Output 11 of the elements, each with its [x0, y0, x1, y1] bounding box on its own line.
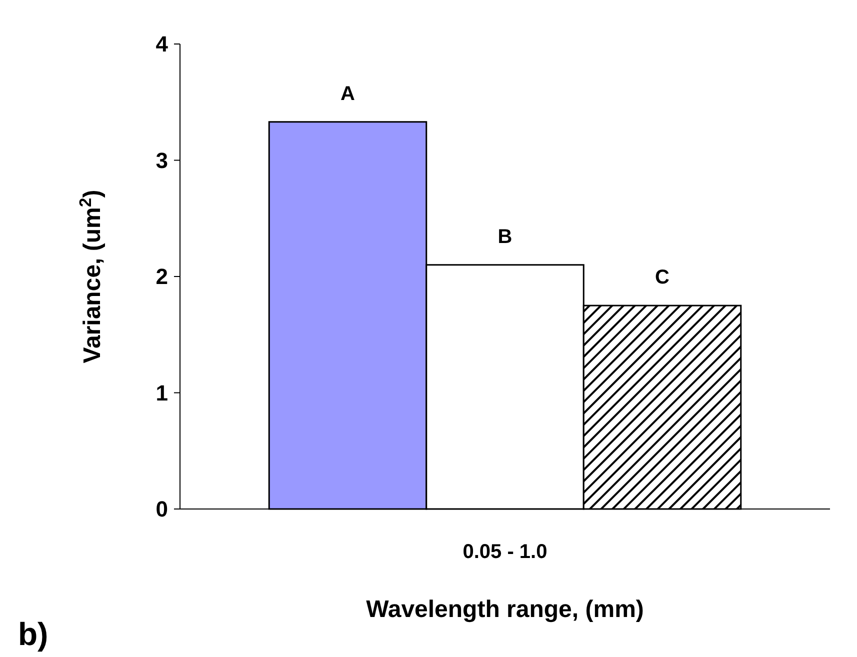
- series-label: B: [498, 226, 512, 248]
- y-tick-label: 0: [156, 496, 168, 522]
- y-tick-label: 2: [156, 264, 168, 290]
- text: b): [18, 616, 48, 652]
- series-label: A: [340, 82, 355, 105]
- x-tick-label: 0.05 - 1.0: [462, 541, 548, 563]
- series-label: C: [655, 266, 670, 289]
- y-tick-label: 3: [156, 148, 168, 173]
- y-tick-label: 1: [156, 380, 168, 406]
- y-tick-label: 4: [156, 32, 169, 57]
- x-axis-title: Wavelength range, (mm): [366, 596, 644, 623]
